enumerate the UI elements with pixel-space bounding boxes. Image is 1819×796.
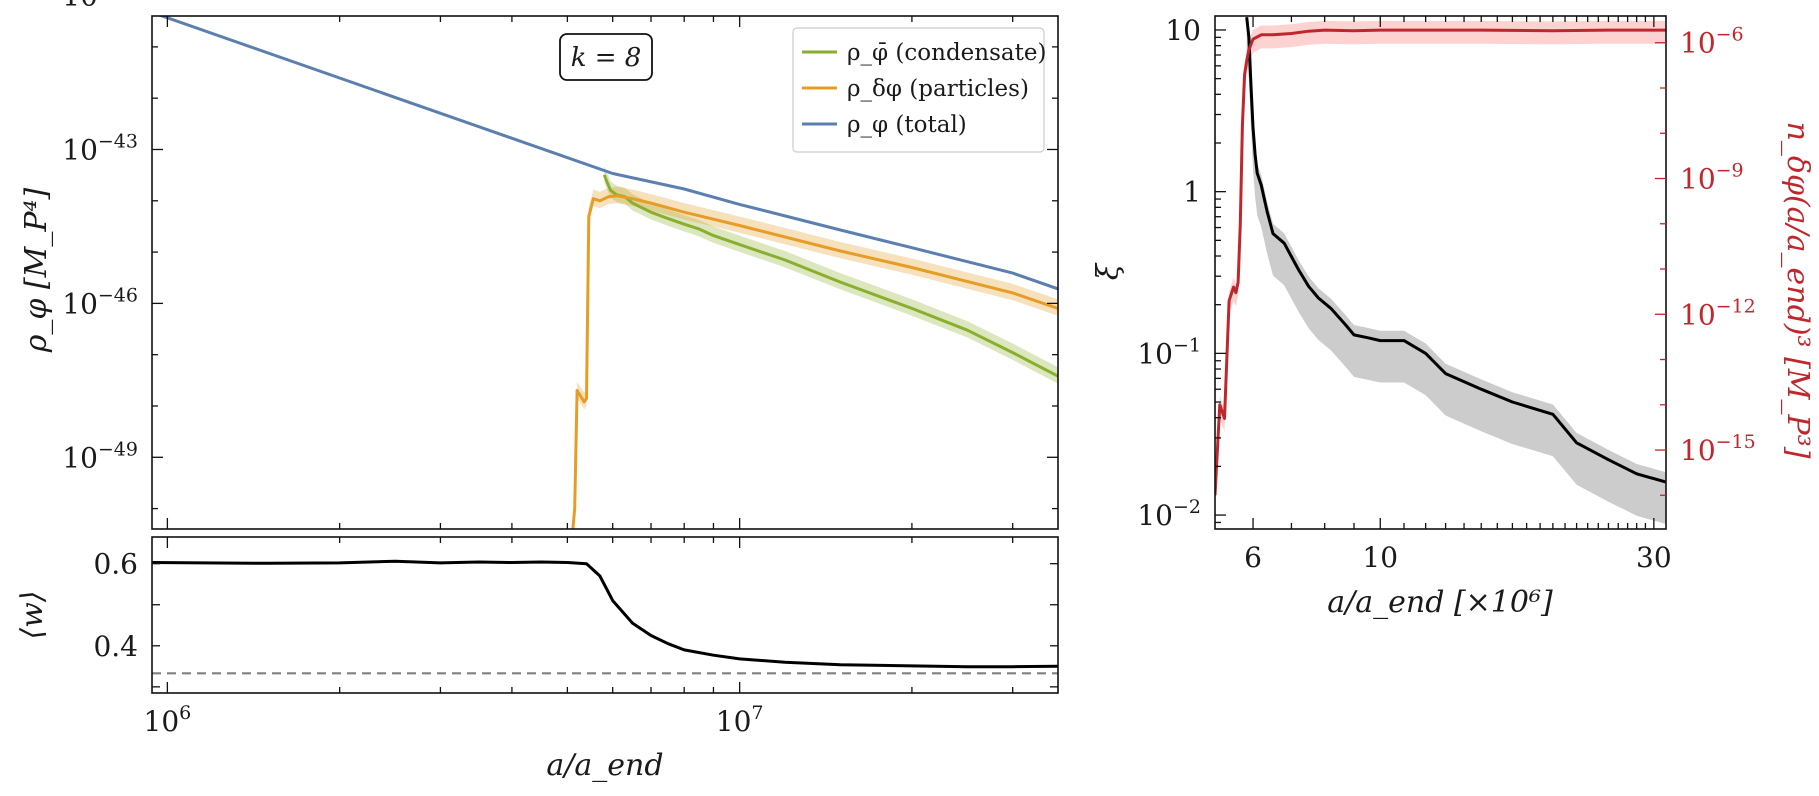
main-band-0 — [604, 165, 1058, 384]
right-y2label: n_δφ(a/a_end)³ [M_P³] — [1780, 122, 1815, 459]
annotation-k: k = 8 — [571, 43, 642, 73]
main-y-tick-label-2: 10−46 — [62, 284, 138, 320]
main-series-line-1 — [571, 194, 1058, 529]
right-plot-frame — [1214, 15, 1667, 530]
right-y-tick-label-2: 10−1 — [1137, 334, 1201, 370]
main-y-tick-label-3: 10−49 — [62, 438, 138, 474]
w-xlabel: a/a_end — [546, 748, 663, 783]
right-n-line — [1215, 28, 1666, 496]
right-xlabel: a/a_end [×10⁶] — [1327, 585, 1553, 620]
annotation-box: k = 8 — [559, 33, 653, 81]
w-y-tick-label-1: 0.4 — [93, 630, 138, 663]
right-x-tick-label-0: 6 — [1244, 541, 1262, 574]
main-series-line-0 — [602, 174, 1058, 378]
legend-frame — [792, 27, 1045, 153]
right-x-tick-label-2: 30 — [1636, 541, 1672, 574]
w-y-tick-label-0: 0.6 — [93, 548, 138, 581]
main-series-line-2 — [157, 16, 1058, 291]
right-x-tick-label-1: 10 — [1362, 541, 1398, 574]
right-y-tick-label-3: 10−2 — [1137, 496, 1201, 532]
right-y-tick-label-1: 1 — [1183, 176, 1201, 209]
legend-label-particles: ρ_δφ (particles) — [847, 76, 1029, 102]
main-plot-frame — [151, 15, 1059, 530]
annotation-frame — [559, 33, 653, 81]
w-x-tick-label-1: 107 — [716, 702, 764, 738]
w-panel: 106 107 0.6 0.4 ⟨w⟩ a/a_end — [15, 536, 1059, 783]
main-y-tick-label-1: 10−43 — [62, 130, 138, 166]
w-ylabel: ⟨w⟩ — [15, 590, 50, 639]
main-panel: 10−40 10−43 10−46 10−49 ρ_φ [M_P⁴] k = 8 ρ_… — [19, 0, 1059, 530]
right-ylabel: ξ — [1091, 262, 1126, 280]
legend-label-total: ρ_φ (total) — [847, 112, 967, 138]
right-y2-tick-label-3: 10−15 — [1680, 431, 1756, 467]
w-plot-frame — [151, 536, 1059, 694]
right-xi-line — [1245, 17, 1666, 484]
right-y2-tick-label-1: 10−9 — [1680, 160, 1744, 196]
w-series-line-0 — [152, 559, 1058, 669]
right-y2-tick-label-0: 10−6 — [1680, 24, 1744, 60]
right-y2-tick-label-2: 10−12 — [1680, 295, 1756, 331]
legend: ρ_φ̄ (condensate) ρ_δφ (particles) ρ_φ (… — [792, 27, 1046, 153]
right-xi-band — [1246, 16, 1666, 524]
legend-label-condensate: ρ_φ̄ (condensate) — [847, 40, 1046, 66]
w-x-tick-label-0: 106 — [144, 702, 192, 738]
main-y-tick-label-0: 10−40 — [62, 0, 138, 13]
main-ylabel: ρ_φ [M_P⁴] — [19, 187, 54, 353]
right-y-tick-label-0: 10 — [1165, 14, 1201, 47]
right-panel: 6 10 30 10 1 10−1 10−2 10−6 10−9 10−12 10−15 ξ n_δ… — [1091, 14, 1815, 620]
